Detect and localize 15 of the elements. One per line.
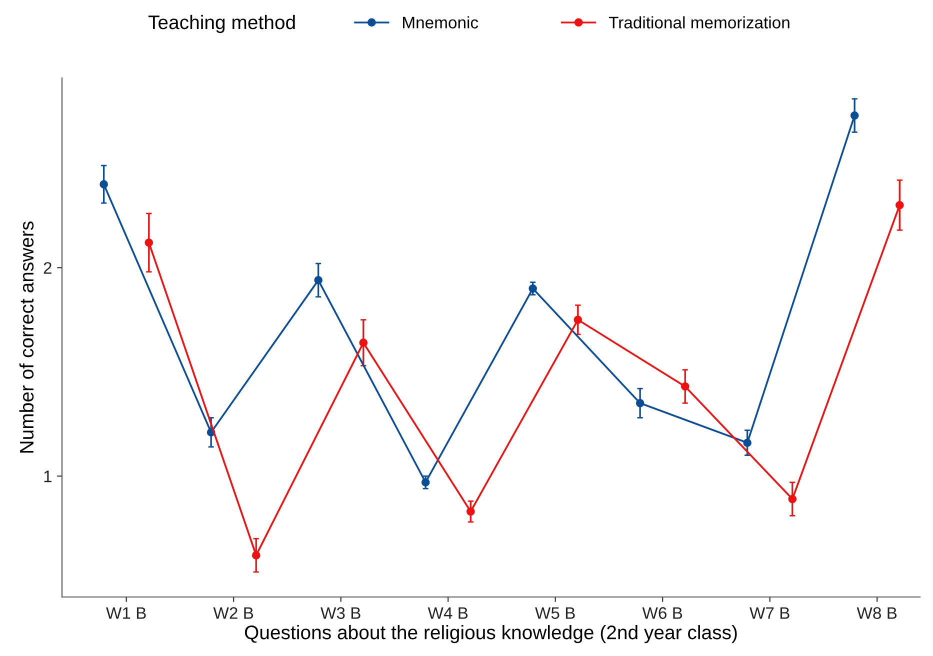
legend-label: Mnemonic — [403, 16, 478, 28]
x-axis-title: Questions about the religious knowledge (2nd year class) — [244, 625, 737, 644]
x-tick-label: W8 B — [856, 607, 897, 619]
y-axis-title: Number of correct answers — [19, 221, 34, 453]
x-tick-label: W5 B — [535, 607, 575, 619]
y-tick-label: 1 — [44, 470, 52, 482]
x-tick-label: W3 B — [320, 607, 360, 619]
x-tick-label: W4 B — [428, 607, 468, 619]
x-tick-label: W2 B — [213, 607, 254, 619]
y-tick-label: 2 — [44, 262, 52, 274]
x-tick-label: W7 B — [750, 607, 790, 619]
x-tick-label: W1 B — [106, 607, 146, 619]
legend-label: Traditional memorization — [608, 16, 790, 28]
legend-title: Teaching method — [148, 14, 295, 34]
x-tick-label: W6 B — [642, 607, 682, 619]
